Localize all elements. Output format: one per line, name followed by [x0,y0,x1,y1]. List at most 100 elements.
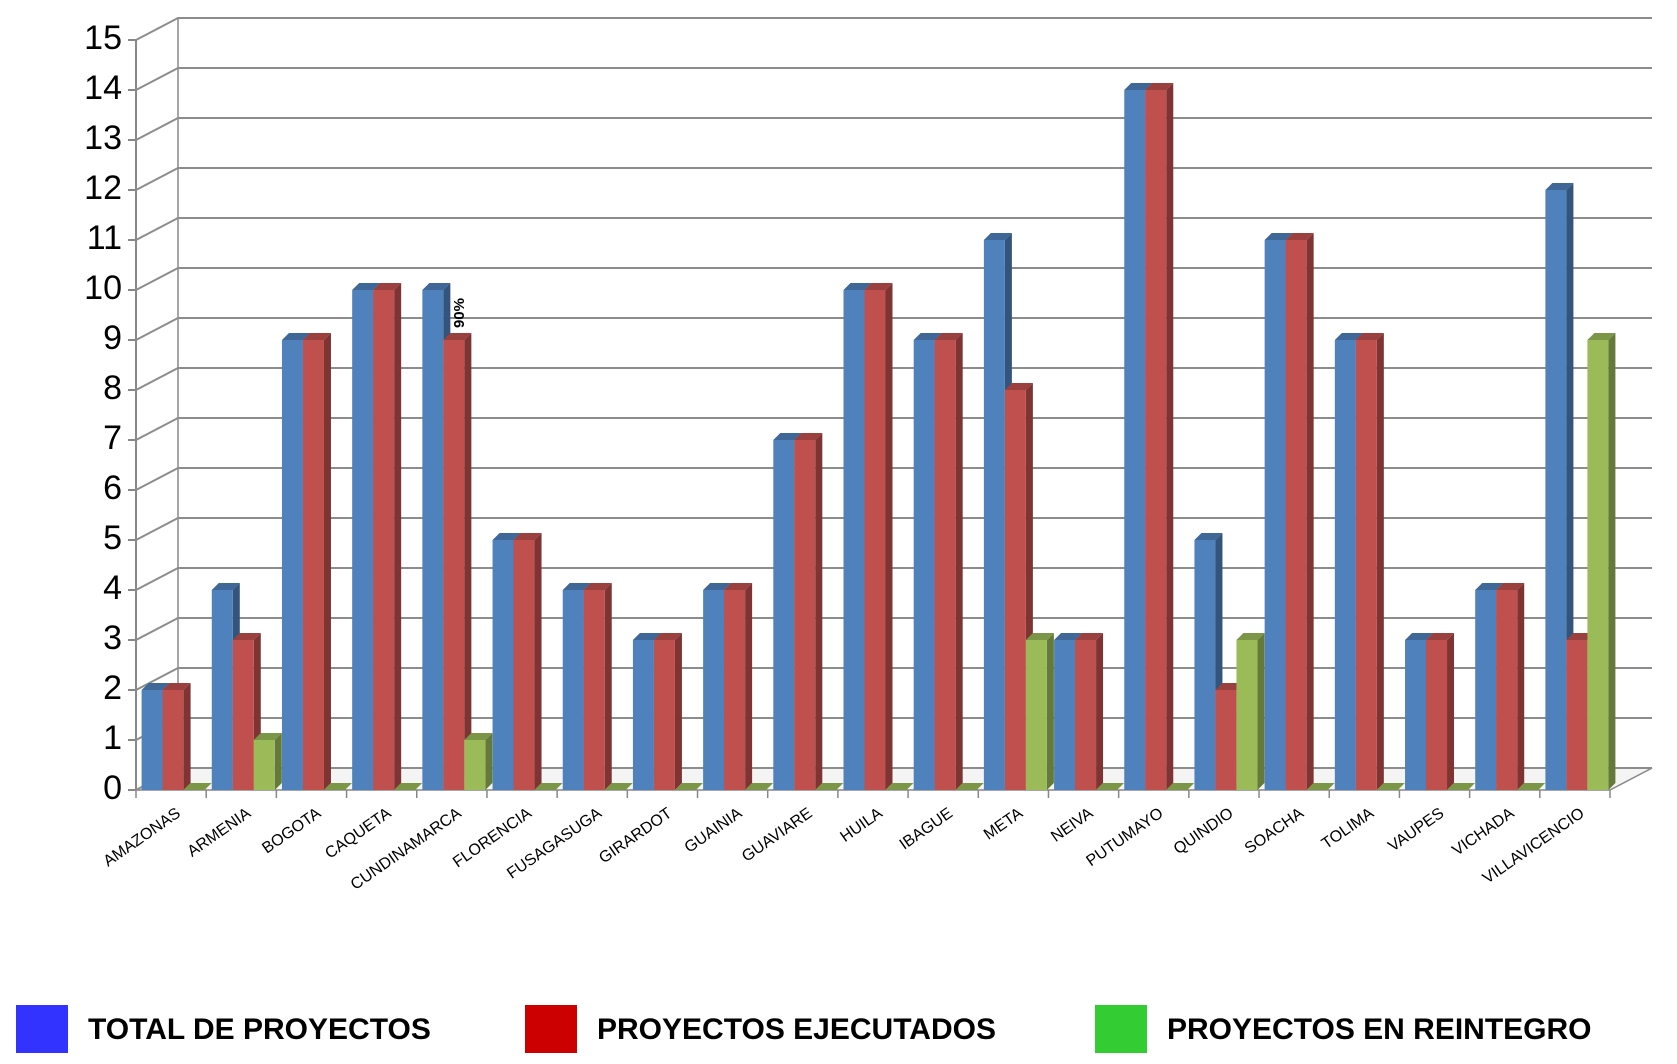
bar-top [1545,183,1574,190]
bar-group [1145,83,1174,790]
bar [352,290,374,790]
bar-top [703,583,732,590]
bar-group [1285,233,1314,790]
bar-group [1587,333,1616,790]
bar-top [983,233,1012,240]
bar-top [1145,83,1174,90]
x-tick-label: QUINDIO [1171,805,1237,858]
bar-side [183,683,191,790]
bar-side [955,333,963,790]
bar [141,690,163,790]
bar-top [232,633,261,640]
y-tick-label: 1 [103,719,122,757]
bar-group [1355,333,1384,790]
bar-top [534,783,563,790]
bar-top [373,283,402,290]
bar-top [1236,633,1265,640]
bar [1475,590,1497,790]
bar [632,640,654,790]
y-tick-label: 14 [84,69,122,107]
bar-top [1517,783,1546,790]
bar [864,290,886,790]
y-tick-label: 10 [84,269,122,307]
bar-top [1264,233,1293,240]
x-tick-label: META [981,805,1026,844]
x-tick-label: GUAVIARE [739,805,816,866]
bar-top [1054,633,1083,640]
bar [232,640,254,790]
bar-group [323,783,352,790]
bar-top [724,583,753,590]
bar-top [1166,783,1195,790]
bar [1215,690,1237,790]
x-tick-label: SOACHA [1242,805,1307,858]
bar [1194,540,1216,790]
y-tick-label: 2 [103,669,122,707]
bar-top [1496,583,1525,590]
legend-swatch [16,1005,68,1053]
bar-group [513,533,542,790]
bar-top [352,283,381,290]
bar [1264,240,1286,790]
y-tick-label: 11 [87,219,122,257]
bar-top [674,783,703,790]
bar [281,340,303,790]
bar-group [1166,783,1195,790]
bar-group [1447,783,1476,790]
bar-top [773,433,802,440]
bar-top [913,333,942,340]
bar-top [394,783,423,790]
bar-top [1405,633,1434,640]
y-tick-label: 4 [103,569,122,607]
bar-group [745,783,774,790]
bar [492,540,514,790]
y-tick-label: 6 [103,469,122,507]
bar-top [1426,633,1455,640]
bar-top [492,533,521,540]
y-tick-label: 3 [103,619,122,657]
bar [562,590,584,790]
bar [513,540,535,790]
legend-swatch [525,1005,577,1053]
bar-group [1426,633,1455,790]
x-tick-label: AMAZONAS [101,805,184,870]
bar [1426,640,1448,790]
x-tick-label: PUTUMAYO [1083,805,1166,870]
bar [724,590,746,790]
bar-top [653,633,682,640]
bar-group [1376,783,1405,790]
bar-group [464,733,493,790]
y-tick-label: 8 [103,369,122,407]
bar [302,340,324,790]
bar-side [1447,633,1455,790]
bar-side [745,583,753,790]
y-tick-label: 7 [103,419,122,457]
bar-group [653,633,682,790]
bar-top [864,283,893,290]
bar [1004,390,1026,790]
bar-top [885,783,914,790]
bar [1405,640,1427,790]
bar [464,740,486,790]
grid-line [135,17,1652,41]
bar-top [422,283,451,290]
bar-top [211,583,240,590]
bar-top [1124,83,1153,90]
bar [1025,640,1047,790]
bar-top [141,683,170,690]
bar-group [1096,783,1125,790]
legend-label: TOTAL DE PROYECTOS [88,1013,431,1046]
x-tick-label: IBAGUE [897,805,956,854]
bar-group [955,783,984,790]
bar [1124,90,1146,790]
bar-top [794,433,823,440]
y-tick-label: 0 [103,769,122,807]
bar [1285,240,1307,790]
x-tick-label: ARMENIA [185,805,255,861]
bar-top [513,533,542,540]
bar-side [885,283,893,790]
bar-group [724,583,753,790]
bar-top [1025,633,1054,640]
bar-group [183,783,212,790]
